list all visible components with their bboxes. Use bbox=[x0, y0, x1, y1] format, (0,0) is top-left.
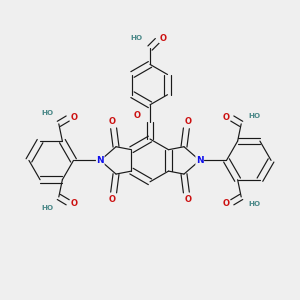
Text: N: N bbox=[196, 156, 204, 165]
Text: O: O bbox=[222, 199, 229, 208]
Text: O: O bbox=[222, 112, 229, 122]
Text: O: O bbox=[134, 111, 141, 120]
Text: O: O bbox=[109, 194, 116, 203]
Text: O: O bbox=[71, 112, 78, 122]
Text: O: O bbox=[184, 117, 191, 126]
Text: O: O bbox=[109, 117, 116, 126]
Text: HO: HO bbox=[130, 35, 142, 41]
Text: N: N bbox=[96, 156, 104, 165]
Text: HO: HO bbox=[248, 113, 261, 119]
Text: O: O bbox=[159, 34, 166, 43]
Text: HO: HO bbox=[248, 201, 261, 207]
Text: HO: HO bbox=[41, 110, 54, 116]
Text: O: O bbox=[71, 199, 78, 208]
Text: HO: HO bbox=[41, 205, 54, 211]
Text: O: O bbox=[184, 194, 191, 203]
